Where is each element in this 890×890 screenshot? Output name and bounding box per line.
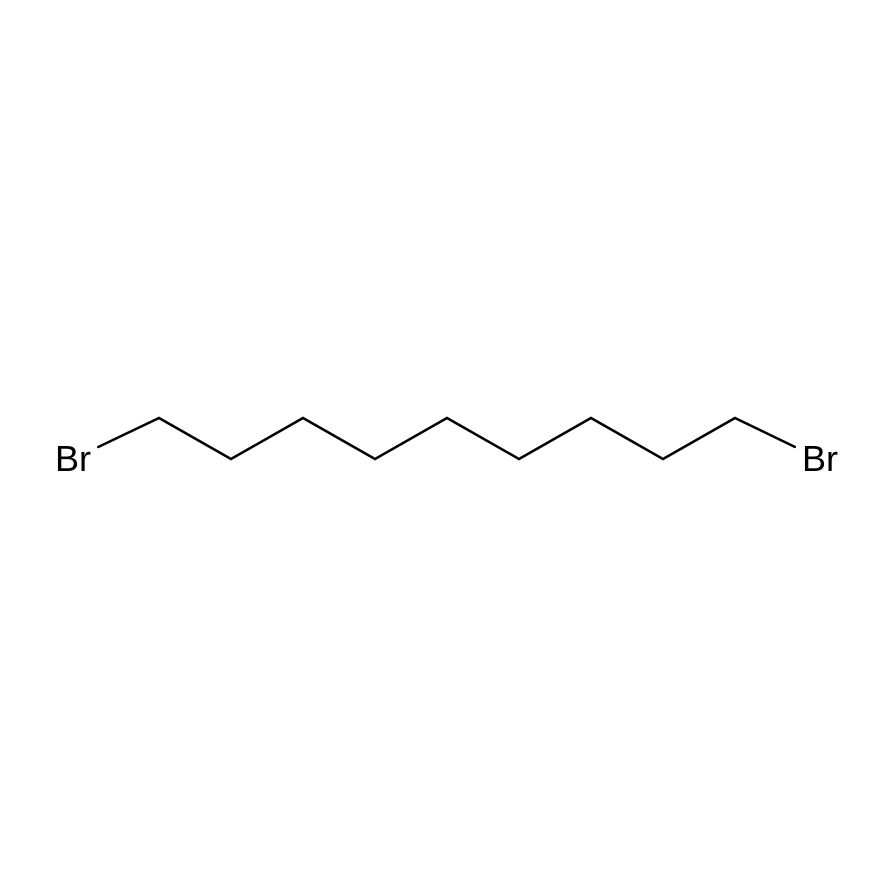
bond [303,418,375,459]
bond [98,418,159,447]
bond [519,418,591,459]
bond [663,418,735,459]
bond-layer [0,0,890,890]
atom-label-br1: Br [55,438,91,480]
bond [231,418,303,459]
bond [159,418,231,459]
bond [735,418,795,447]
bond [375,418,447,459]
molecule-canvas: Br Br [0,0,890,890]
atom-label-br2: Br [802,438,838,480]
bond [591,418,663,459]
bond [447,418,519,459]
